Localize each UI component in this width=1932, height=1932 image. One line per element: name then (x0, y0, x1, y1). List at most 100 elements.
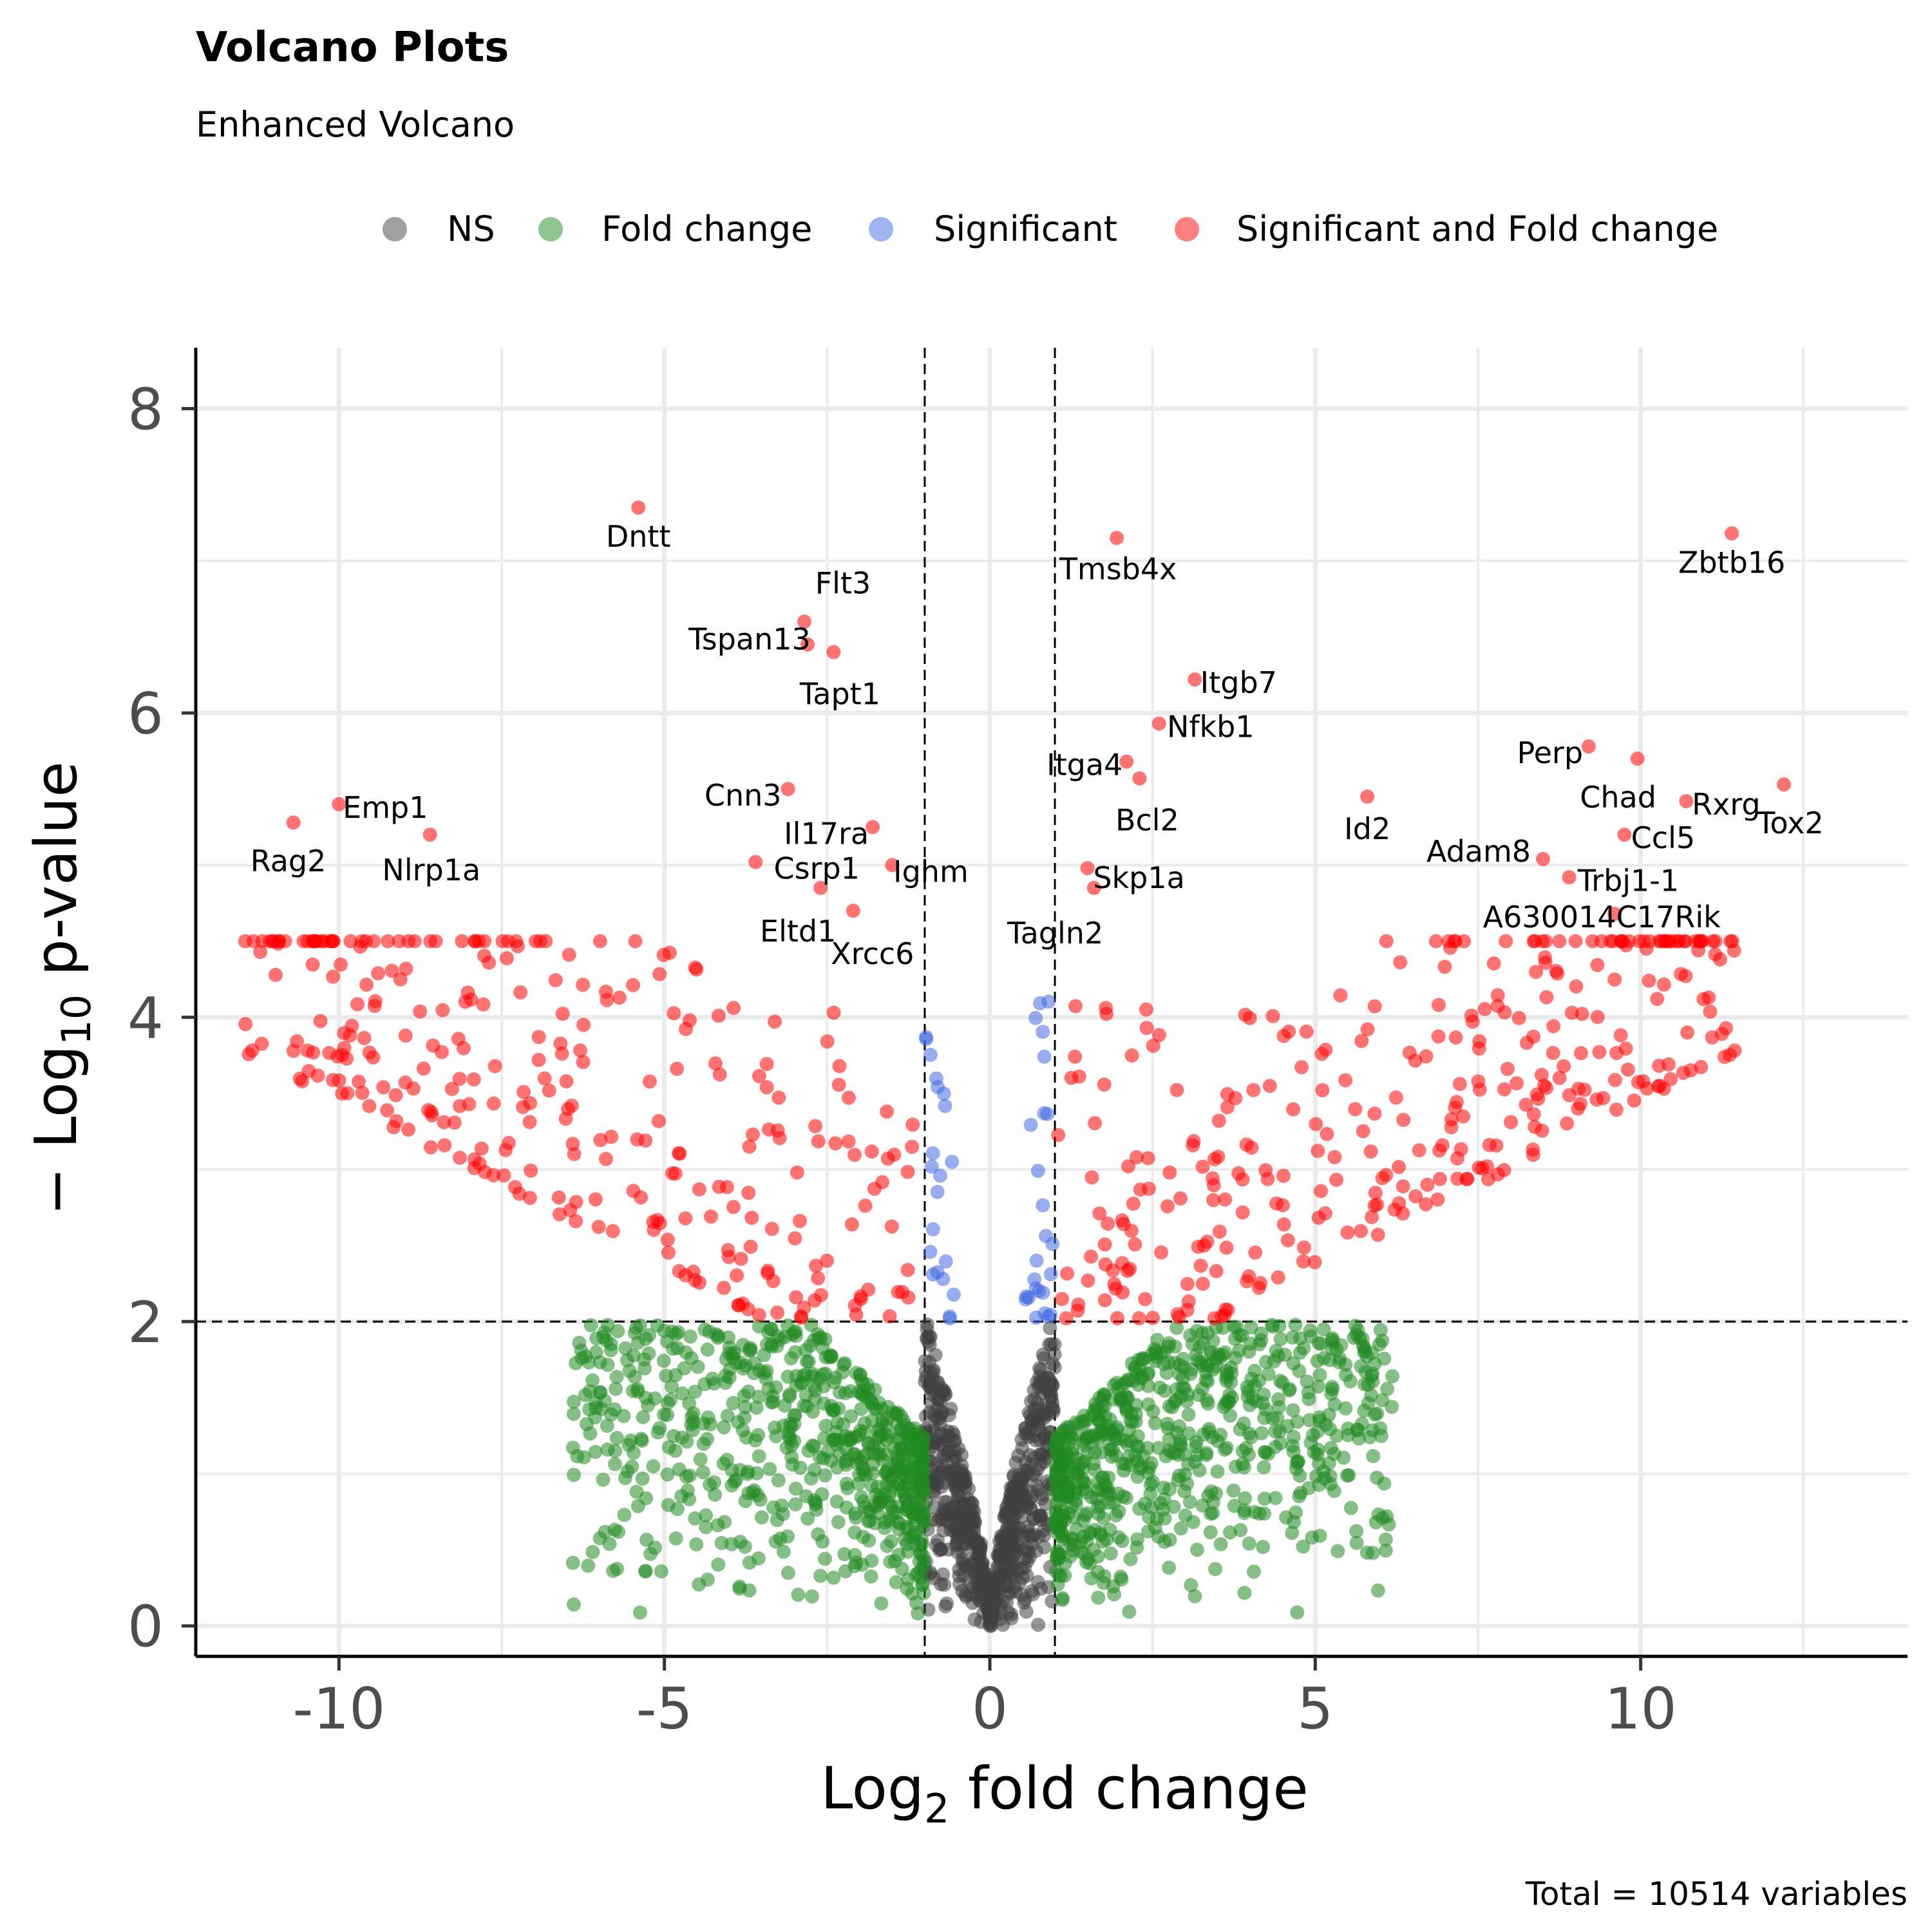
point-significant-fold-change (1465, 1014, 1480, 1029)
point-significant-fold-change (1146, 1038, 1160, 1053)
point-ns (943, 1401, 958, 1416)
point-fold-change (805, 1438, 820, 1453)
point-fold-change (861, 1436, 876, 1451)
point-significant-fold-change (399, 961, 413, 976)
point-fold-change (1181, 1407, 1196, 1422)
point-ns (1027, 1511, 1041, 1526)
point-significant-fold-change (1589, 1092, 1604, 1107)
point-significant-fold-change (424, 1104, 439, 1119)
point-significant-fold-change (1329, 1173, 1344, 1187)
point-fold-change (1366, 1449, 1381, 1463)
point-fold-change (1280, 1419, 1294, 1434)
point-significant-fold-change (495, 934, 510, 949)
point-label: Emp1 (343, 790, 428, 825)
point-significant-fold-change (1412, 1143, 1426, 1158)
point-ns (1045, 1396, 1060, 1410)
point-significant-fold-change (1265, 1009, 1280, 1023)
point-fold-change (638, 1331, 653, 1346)
point-significant-fold-change (1368, 1186, 1383, 1200)
point-ns (918, 1364, 933, 1379)
point-significant-fold-change (254, 1036, 269, 1051)
point-labeled (286, 815, 301, 830)
point-fold-change (1170, 1320, 1184, 1335)
point-significant-fold-change (1379, 934, 1394, 949)
point-fold-change (1329, 1428, 1344, 1443)
point-fold-change (1144, 1500, 1159, 1515)
point-fold-change (720, 1408, 735, 1423)
point-fold-change (719, 1452, 734, 1467)
point-fold-change (905, 1504, 920, 1519)
point-fold-change (1126, 1374, 1141, 1388)
point-ns (931, 1513, 945, 1528)
point-fold-change (699, 1520, 714, 1535)
point-significant-fold-change (1315, 1083, 1330, 1097)
point-significant-fold-change (1718, 1050, 1732, 1065)
y-tick-label: 0 (128, 1594, 164, 1660)
point-fold-change (646, 1459, 661, 1473)
point-fold-change (599, 1333, 614, 1348)
point-significant-fold-change (1388, 1090, 1403, 1105)
point-significant-fold-change (1097, 1077, 1112, 1092)
point-fold-change (696, 1416, 711, 1431)
point-fold-change (664, 1379, 679, 1394)
point-significant-fold-change (1276, 1028, 1291, 1043)
point-labeled (813, 880, 828, 895)
point-fold-change (1358, 1343, 1372, 1358)
point-significant-fold-change (1609, 1103, 1624, 1117)
point-fold-change (855, 1387, 869, 1401)
point-fold-change (607, 1522, 622, 1537)
point-significant-fold-change (712, 1067, 727, 1082)
point-significant-fold-change (1110, 1311, 1124, 1325)
point-fold-change (784, 1450, 799, 1464)
point-fold-change (1144, 1456, 1159, 1471)
point-significant-fold-change (1392, 1160, 1406, 1175)
point-ns (1023, 1528, 1037, 1543)
point-significant-fold-change (1607, 972, 1622, 987)
point-significant-fold-change (1538, 955, 1553, 970)
point-fold-change (660, 1396, 675, 1410)
point-significant-fold-change (1314, 1046, 1329, 1061)
point-significant-fold-change (808, 1258, 823, 1273)
point-fold-change (706, 1376, 721, 1391)
point-fold-change (588, 1444, 603, 1459)
point-significant-fold-change (332, 1073, 346, 1088)
point-ns (1031, 1416, 1046, 1431)
point-fold-change (867, 1383, 882, 1397)
point-fold-change (1293, 1468, 1307, 1483)
point-significant-fold-change (726, 1200, 741, 1215)
point-significant-fold-change (752, 1068, 766, 1083)
point-significant-fold-change (1408, 1189, 1423, 1204)
point-fold-change (1228, 1350, 1243, 1365)
point-ns (965, 1532, 980, 1546)
point-fold-change (700, 1572, 715, 1587)
point-ns (1000, 1520, 1015, 1535)
point-significant-fold-change (1146, 1311, 1160, 1325)
point-fold-change (1236, 1416, 1251, 1431)
point-labeled (1562, 870, 1577, 885)
point-fold-change (782, 1430, 797, 1444)
point-fold-change (600, 1358, 615, 1372)
point-significant-fold-change (1725, 934, 1739, 949)
point-fold-change (840, 1481, 855, 1495)
point-fold-change (1273, 1435, 1288, 1450)
point-fold-change (911, 1606, 925, 1621)
point-labeled (1617, 828, 1632, 842)
point-significant-fold-change (1206, 1193, 1221, 1208)
point-ns (918, 1354, 933, 1368)
point-fold-change (900, 1421, 915, 1436)
point-fold-change (1063, 1549, 1077, 1564)
point-fold-change (700, 1342, 715, 1357)
point-fold-change (1097, 1389, 1112, 1403)
point-fold-change (1323, 1477, 1338, 1492)
point-fold-change (565, 1555, 580, 1570)
point-fold-change (602, 1537, 617, 1551)
point-fold-change (674, 1489, 689, 1504)
point-fold-change (717, 1515, 732, 1530)
point-fold-change (627, 1325, 642, 1340)
point-significant-fold-change (797, 1300, 811, 1315)
point-label: Itga4 (1046, 748, 1122, 782)
point-fold-change (863, 1504, 878, 1519)
point-fold-change (1162, 1399, 1177, 1414)
point-significant-fold-change (1472, 1034, 1487, 1048)
point-significant-fold-change (1097, 1293, 1112, 1307)
